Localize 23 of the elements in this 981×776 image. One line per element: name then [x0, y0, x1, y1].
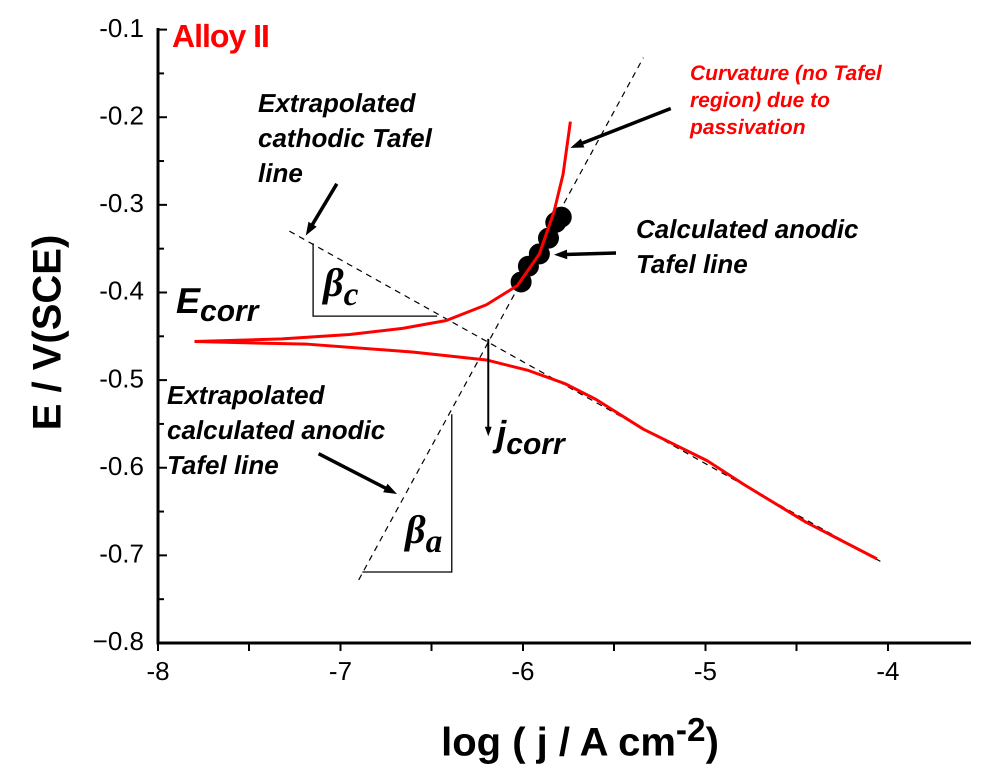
x-axis-title: log ( j / A cm$^{-2}$): [440, 712, 720, 766]
y-axis-title: E / V(SCE): [26, 234, 70, 432]
x-tick-label: -4: [876, 656, 900, 686]
annotation: Curvature (no Tafel region) due to passivation: [690, 61, 883, 141]
annotation: Calculated anodic Tafel line: [636, 213, 860, 281]
y-tick-label: -0.7: [99, 538, 144, 569]
x-tick-label: -7: [328, 656, 352, 686]
y-tick-label: -0.4: [99, 276, 144, 306]
y-tick-label: -0.1: [99, 12, 144, 43]
annotation: β$_{c}$: [323, 259, 358, 314]
x-tick-label: -5: [694, 656, 717, 686]
y-tick-label: -0.6: [99, 450, 144, 481]
x-tick-label: -6: [511, 656, 535, 686]
annotation: Extrapolated cathodic Tafel line: [258, 87, 434, 190]
x-tick-label: -8: [146, 656, 170, 686]
y-tick-label: −0.8: [92, 626, 144, 656]
annotation: β$_{a}$: [405, 506, 442, 562]
chart-title: Alloy II: [172, 18, 269, 55]
annotation: E$_{corr}$: [176, 280, 258, 330]
y-tick-label: -0.3: [99, 188, 144, 218]
y-tick-label: -0.5: [99, 363, 144, 394]
annotation: Extrapolated calculated anodic Tafel line: [167, 379, 386, 482]
y-tick-label: -0.2: [99, 100, 144, 130]
